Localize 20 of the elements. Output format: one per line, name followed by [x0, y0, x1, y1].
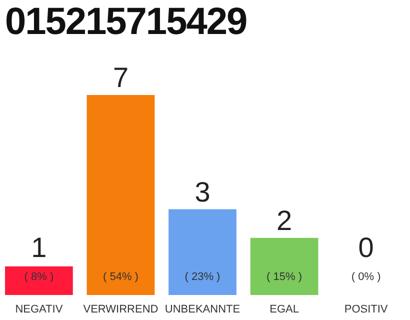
x-tick-label: EGAL: [270, 304, 299, 316]
data-label: 1: [31, 232, 47, 263]
data-label: 3: [194, 176, 210, 208]
bar: [250, 238, 318, 295]
annotation: ( 15% ): [266, 271, 302, 283]
x-tick-label: POSITIV: [344, 304, 388, 316]
data-label: 7: [112, 62, 129, 93]
data-label: 0: [358, 232, 374, 263]
x-tick-label: VERWIRREND: [83, 304, 158, 316]
bar: [168, 209, 236, 295]
annotation: ( 54% ): [102, 271, 138, 283]
annotation: ( 0% ): [351, 271, 381, 283]
bar: [86, 95, 155, 295]
chart-title: 015215715429: [4, 0, 248, 45]
annotation: ( 8% ): [24, 271, 54, 283]
x-tick-label: UNBEKANNTE: [164, 304, 240, 316]
annotation: ( 23% ): [184, 271, 220, 283]
bar: [5, 266, 73, 295]
x-tick-label: NEGATIV: [15, 304, 64, 316]
data-label: 2: [276, 204, 292, 236]
